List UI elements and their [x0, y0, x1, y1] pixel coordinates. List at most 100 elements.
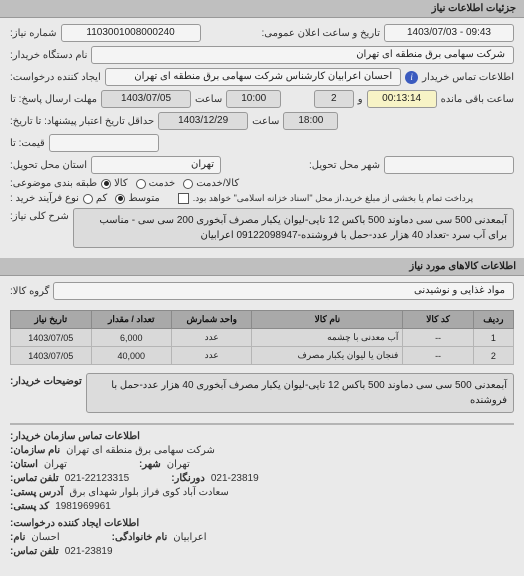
label-addr: آدرس پستی:: [10, 487, 63, 498]
heading-creator-contact: اطلاعات ایجاد کننده درخواست:: [10, 518, 139, 529]
radio-group-payment: کم متوسط: [83, 193, 160, 204]
field-device-name: شرکت سهامی برق منطقه ای تهران: [91, 46, 514, 64]
checkbox-treasury[interactable]: [178, 193, 189, 204]
cell: آب معدنی با چشمه: [252, 329, 403, 347]
value-fname: احسان: [31, 532, 59, 543]
label-cphone: تلفن تماس:: [10, 546, 59, 557]
cell: 40,000: [91, 347, 171, 365]
label-buyer-contact-info[interactable]: اطلاعات تماس خریدار: [422, 72, 514, 83]
field-public-datetime: 09:43 - 1403/07/03: [384, 24, 514, 42]
table-row: 1 -- آب معدنی با چشمه عدد 6,000 1403/07/…: [11, 329, 514, 347]
field-remaining: 00:13:14: [367, 90, 437, 108]
field-delivery-city: [384, 156, 514, 174]
field-delivery-place: تهران: [91, 156, 221, 174]
label-buyer-desc: توضیحات خریدار:: [10, 373, 82, 387]
field-valid-time: 18:00: [283, 112, 338, 130]
value-province: تهران: [44, 459, 67, 470]
value-addr: سعادت آباد کوی فراز بلوار شهدای برق: [69, 487, 228, 498]
radio-label-kala-khedmat: کالا/خدمت: [196, 178, 239, 189]
radio-label-kala: کالا: [114, 178, 128, 189]
label-province: استان:: [10, 459, 38, 470]
cell: --: [403, 329, 473, 347]
field-desc: آبمعدنی 500 سی سی دماوند 500 باکس 12 تای…: [73, 208, 514, 248]
radio-circle-icon: [83, 194, 93, 204]
radio-kala[interactable]: کالا: [101, 178, 128, 189]
radio-circle-icon: [136, 179, 146, 189]
value-post: 1981969961: [55, 501, 111, 512]
cell: فنجان یا لیوان یکبار مصرف: [252, 347, 403, 365]
th-unit: واحد شمارش: [171, 311, 251, 329]
label-public-datetime: تاریخ و ساعت اعلان عمومی:: [262, 28, 381, 39]
radio-label-medium: متوسط: [128, 193, 159, 204]
th-qty: تعداد / مقدار: [91, 311, 171, 329]
cell: 2: [473, 347, 513, 365]
value-city: تهران: [167, 459, 190, 470]
label-remaining: ساعت باقی مانده: [441, 94, 514, 105]
label-post: کد پستی:: [10, 501, 49, 512]
field-goods-group: مواد غذایی و نوشیدنی: [53, 282, 514, 300]
cell: 6,000: [91, 329, 171, 347]
th-date: تاریخ نیاز: [11, 311, 92, 329]
th-code: کد کالا: [403, 311, 473, 329]
goods-table: ردیف کد کالا نام کالا واحد شمارش تعداد /…: [10, 310, 514, 365]
th-row-no: ردیف: [473, 311, 513, 329]
field-creator: احسان اعرابیان کارشناس شرکت سهامی برق من…: [105, 68, 401, 86]
heading-buyer-contact: اطلاعات تماس سازمان خریدار:: [10, 431, 140, 442]
label-fax: دورنگار:: [171, 473, 205, 484]
th-name: نام کالا: [252, 311, 403, 329]
section-goods-info: اطلاعات کالاهای مورد نیاز: [0, 258, 524, 276]
field-base-price: [49, 134, 159, 152]
label-payment-note: پرداخت تمام یا بخشی از مبلغ خرید،از محل …: [193, 193, 473, 204]
label-desc: شرح کلی نیاز:: [10, 208, 69, 222]
need-details-form: شماره نیاز: 1103001008000240 تاریخ و ساع…: [0, 18, 524, 258]
cell: عدد: [171, 329, 251, 347]
radio-low[interactable]: کم: [83, 193, 107, 204]
radio-label-low: کم: [96, 193, 107, 204]
value-phone: 021-22123315: [65, 473, 130, 484]
section-need-details: جزئیات اطلاعات نیاز: [0, 0, 524, 18]
field-buyer-desc: آبمعدنی 500 سی سی دماوند 500 باکس 12 تای…: [86, 373, 514, 413]
label-city: شهر:: [139, 459, 161, 470]
value-fax: 021-23819: [211, 473, 259, 484]
label-and: و: [358, 94, 363, 105]
label-goods-group: گروه کالا:: [10, 286, 49, 297]
label-package-type: طبقه بندی موضوعی:: [10, 178, 97, 189]
label-payment-type: نوع فرآیند خرید :: [10, 193, 79, 204]
field-deadline-days: 2: [314, 90, 354, 108]
radio-circle-icon: [115, 194, 125, 204]
label-time-1: ساعت: [195, 94, 222, 105]
cell: عدد: [171, 347, 251, 365]
field-valid-date: 1403/12/29: [158, 112, 248, 130]
label-creator: ایجاد کننده درخواست:: [10, 72, 101, 83]
radio-group-package: کالا خدمت کالا/خدمت: [101, 178, 239, 189]
radio-circle-icon: [101, 179, 111, 189]
cell: 1403/07/05: [11, 329, 92, 347]
cell: 1: [473, 329, 513, 347]
label-fname: نام:: [10, 532, 25, 543]
value-org: شرکت سهامی برق منطقه ای تهران: [66, 445, 215, 456]
label-deadline: مهلت ارسال پاسخ: تا: [10, 94, 97, 105]
label-time-2: ساعت: [252, 116, 279, 127]
radio-kala-khedmat[interactable]: کالا/خدمت: [183, 178, 239, 189]
label-device-name: نام دستگاه خریدار:: [10, 50, 87, 61]
label-delivery-place: استان محل تحویل:: [10, 160, 87, 171]
radio-medium[interactable]: متوسط: [115, 193, 159, 204]
label-base-price: قیمت: تا: [10, 138, 45, 149]
cell: 1403/07/05: [11, 347, 92, 365]
table-row: 2 -- فنجان یا لیوان یکبار مصرف عدد 40,00…: [11, 347, 514, 365]
radio-label-khedmat: خدمت: [149, 178, 176, 189]
value-lname: اعرابیان: [173, 532, 206, 543]
label-delivery-city: شهر محل تحویل:: [309, 160, 380, 171]
label-phone: تلفن تماس:: [10, 473, 59, 484]
label-org: نام سازمان:: [10, 445, 60, 456]
field-deadline-date: 1403/07/05: [101, 90, 191, 108]
radio-khedmat[interactable]: خدمت: [136, 178, 176, 189]
field-deadline-time: 10:00: [226, 90, 281, 108]
label-lname: نام خانوادگی:: [112, 532, 168, 543]
value-cphone: 021-23819: [65, 546, 113, 557]
cell: --: [403, 347, 473, 365]
field-request-no: 1103001008000240: [61, 24, 201, 42]
info-icon[interactable]: i: [405, 71, 418, 84]
label-request-no: شماره نیاز:: [10, 28, 57, 39]
table-header-row: ردیف کد کالا نام کالا واحد شمارش تعداد /…: [11, 311, 514, 329]
